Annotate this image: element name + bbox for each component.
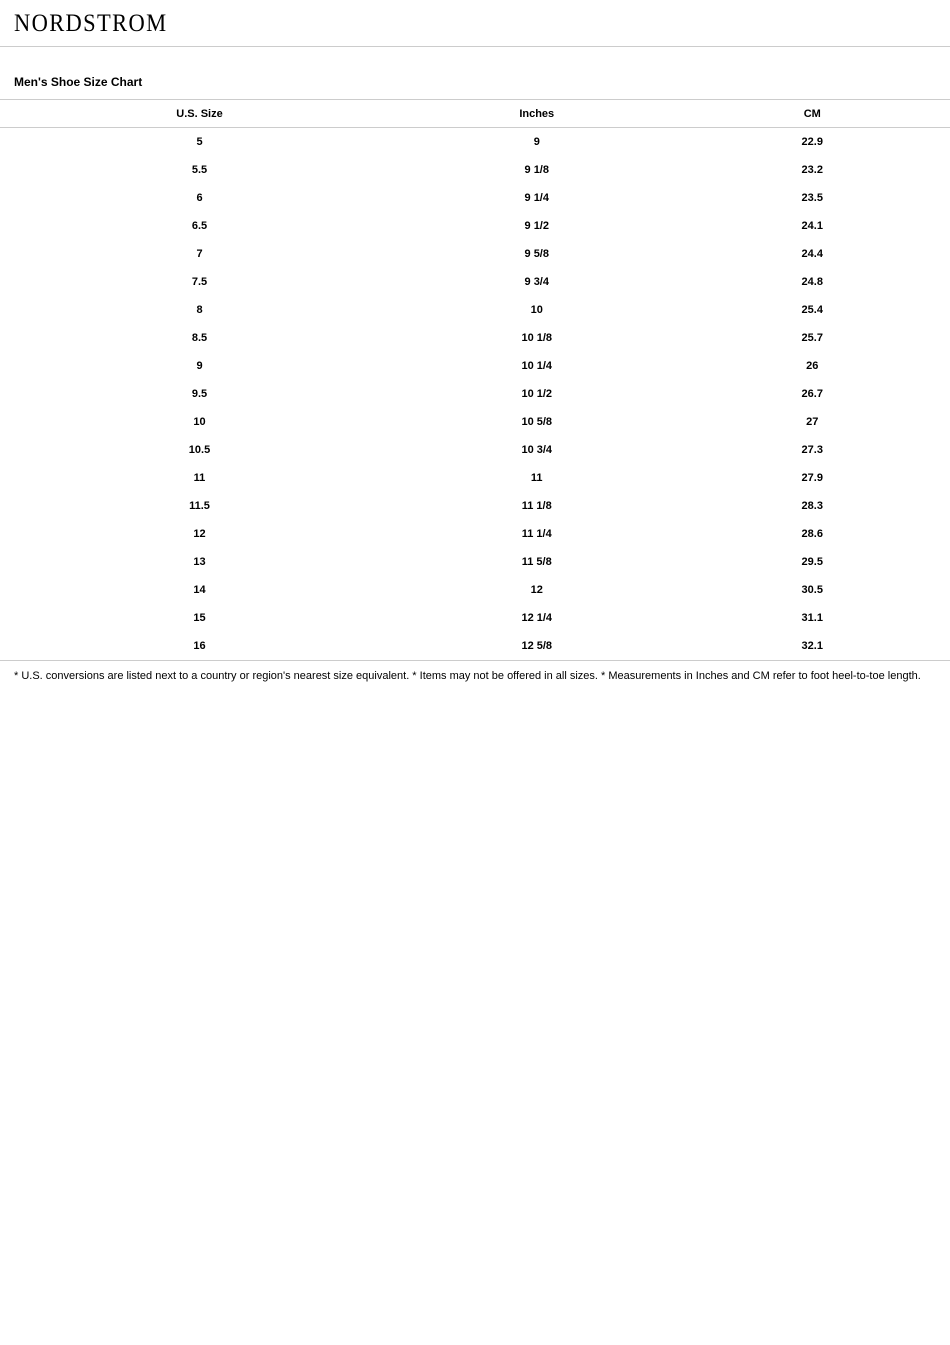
- table-row: 9.510 1/226.7: [0, 380, 950, 408]
- cell-cm: 24.8: [675, 268, 950, 296]
- cell-inches: 10 1/4: [399, 352, 675, 380]
- cell-us-size: 8: [0, 296, 399, 324]
- cell-cm: 23.5: [675, 184, 950, 212]
- brand-header: NORDSTROM: [0, 0, 950, 47]
- cell-inches: 9 1/8: [399, 156, 675, 184]
- cell-inches: 12 5/8: [399, 632, 675, 660]
- column-header-inches: Inches: [399, 100, 675, 128]
- cell-cm: 26.7: [675, 380, 950, 408]
- cell-cm: 32.1: [675, 632, 950, 660]
- cell-cm: 27.3: [675, 436, 950, 464]
- cell-inches: 12 1/4: [399, 604, 675, 632]
- cell-us-size: 9: [0, 352, 399, 380]
- table-row: 1010 5/827: [0, 408, 950, 436]
- cell-inches: 10 1/8: [399, 324, 675, 352]
- cell-us-size: 16: [0, 632, 399, 660]
- table-row: 5922.9: [0, 128, 950, 156]
- cell-cm: 27.9: [675, 464, 950, 492]
- cell-inches: 12: [399, 576, 675, 604]
- chart-title: Men's Shoe Size Chart: [0, 47, 950, 99]
- cell-cm: 28.6: [675, 520, 950, 548]
- chart-footnote: * U.S. conversions are listed next to a …: [0, 660, 950, 698]
- table-row: 1512 1/431.1: [0, 604, 950, 632]
- cell-inches: 11: [399, 464, 675, 492]
- cell-inches: 10: [399, 296, 675, 324]
- cell-cm: 27: [675, 408, 950, 436]
- table-row: 7.59 3/424.8: [0, 268, 950, 296]
- table-row: 10.510 3/427.3: [0, 436, 950, 464]
- table-row: 81025.4: [0, 296, 950, 324]
- table-header-row: U.S. Size Inches CM: [0, 100, 950, 128]
- cell-us-size: 6: [0, 184, 399, 212]
- table-row: 8.510 1/825.7: [0, 324, 950, 352]
- table-row: 11.511 1/828.3: [0, 492, 950, 520]
- cell-cm: 25.4: [675, 296, 950, 324]
- cell-inches: 9 1/2: [399, 212, 675, 240]
- cell-us-size: 13: [0, 548, 399, 576]
- cell-inches: 10 3/4: [399, 436, 675, 464]
- cell-cm: 23.2: [675, 156, 950, 184]
- table-row: 141230.5: [0, 576, 950, 604]
- cell-cm: 24.1: [675, 212, 950, 240]
- cell-us-size: 11: [0, 464, 399, 492]
- cell-us-size: 5: [0, 128, 399, 156]
- cell-us-size: 7.5: [0, 268, 399, 296]
- cell-us-size: 10: [0, 408, 399, 436]
- cell-us-size: 12: [0, 520, 399, 548]
- table-row: 5.59 1/823.2: [0, 156, 950, 184]
- cell-us-size: 14: [0, 576, 399, 604]
- cell-us-size: 8.5: [0, 324, 399, 352]
- cell-us-size: 5.5: [0, 156, 399, 184]
- cell-cm: 30.5: [675, 576, 950, 604]
- size-chart-table: U.S. Size Inches CM 5922.95.59 1/823.269…: [0, 99, 950, 660]
- table-row: 1612 5/832.1: [0, 632, 950, 660]
- cell-inches: 11 5/8: [399, 548, 675, 576]
- cell-cm: 29.5: [675, 548, 950, 576]
- cell-cm: 31.1: [675, 604, 950, 632]
- cell-us-size: 7: [0, 240, 399, 268]
- cell-us-size: 9.5: [0, 380, 399, 408]
- table-row: 111127.9: [0, 464, 950, 492]
- cell-cm: 28.3: [675, 492, 950, 520]
- brand-logo: NORDSTROM: [14, 10, 844, 38]
- cell-inches: 9 1/4: [399, 184, 675, 212]
- cell-inches: 9 5/8: [399, 240, 675, 268]
- cell-cm: 26: [675, 352, 950, 380]
- table-row: 79 5/824.4: [0, 240, 950, 268]
- cell-us-size: 10.5: [0, 436, 399, 464]
- cell-inches: 10 5/8: [399, 408, 675, 436]
- table-row: 69 1/423.5: [0, 184, 950, 212]
- cell-inches: 9 3/4: [399, 268, 675, 296]
- cell-inches: 11 1/4: [399, 520, 675, 548]
- cell-us-size: 15: [0, 604, 399, 632]
- table-row: 910 1/426: [0, 352, 950, 380]
- cell-cm: 22.9: [675, 128, 950, 156]
- table-row: 6.59 1/224.1: [0, 212, 950, 240]
- column-header-us-size: U.S. Size: [0, 100, 399, 128]
- cell-inches: 10 1/2: [399, 380, 675, 408]
- table-row: 1211 1/428.6: [0, 520, 950, 548]
- column-header-cm: CM: [675, 100, 950, 128]
- cell-us-size: 6.5: [0, 212, 399, 240]
- cell-inches: 9: [399, 128, 675, 156]
- table-row: 1311 5/829.5: [0, 548, 950, 576]
- cell-cm: 24.4: [675, 240, 950, 268]
- cell-inches: 11 1/8: [399, 492, 675, 520]
- cell-cm: 25.7: [675, 324, 950, 352]
- cell-us-size: 11.5: [0, 492, 399, 520]
